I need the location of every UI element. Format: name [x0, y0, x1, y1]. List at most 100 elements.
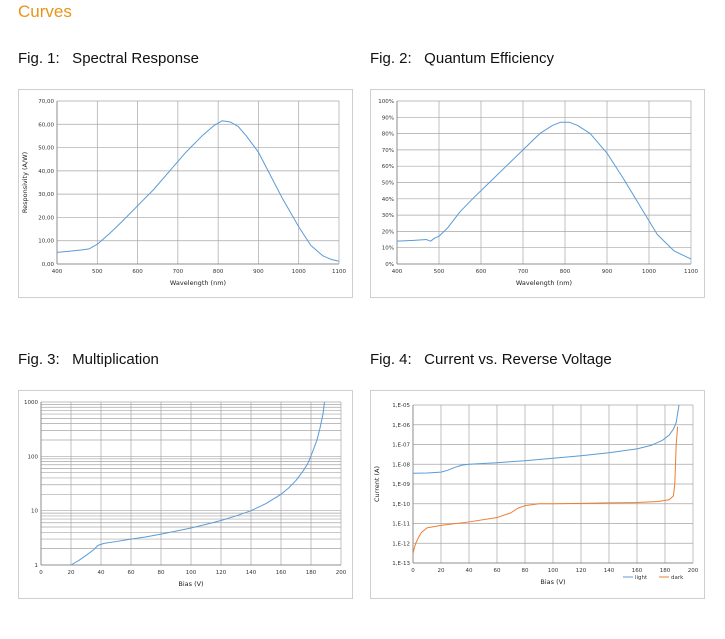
current-vs-voltage-chart: 0 20 40 60 80 100 120 140 160 180 200 1,E-13 1,E-12 1…: [373, 403, 699, 586]
fig4-legend-label: dark: [671, 575, 684, 581]
fig1-y-tick-label: 30,00: [38, 192, 54, 198]
fig3-y-tick-label: 1: [35, 563, 39, 569]
fig4-y-tick-label: 1,E-13: [392, 561, 410, 567]
fig1-x-tick-label: 1000: [292, 269, 306, 275]
fig4-x-tick-label: 80: [522, 568, 529, 574]
fig4-x-axis-label: Bias (V): [540, 578, 565, 586]
fig4-x-tick-label: 160: [632, 568, 643, 574]
fig4-x-tick-label: 40: [466, 568, 473, 574]
fig2-series-line: [396, 121, 692, 260]
fig1-y-tick-label: 10,00: [38, 239, 54, 245]
fig4-x-tick-label: 60: [494, 568, 501, 574]
fig2-x-tick-label: 500: [434, 269, 445, 275]
fig2-y-tick-label: 60%: [382, 164, 394, 170]
fig2-y-tick-label: 20%: [382, 229, 394, 235]
fig3-x-tick-label: 40: [98, 570, 105, 576]
fig3-x-tick-label: 120: [216, 570, 227, 576]
fig1-x-tick-label: 800: [213, 269, 224, 275]
fig3-y-tick-label: 1000: [24, 400, 38, 406]
fig1-panel: 400 500 600 700 800 900 1000 1100 0,00 10,00 20,00…: [18, 89, 353, 298]
fig4-y-tick-label: 1,E-06: [392, 423, 410, 429]
fig1-y-tick-label: 60,00: [38, 122, 54, 128]
fig3-grid: [40, 401, 342, 566]
fig3-x-tick-label: 180: [306, 570, 317, 576]
fig3-x-tick-label: 100: [186, 570, 197, 576]
fig1-x-tick-label: 1100: [332, 269, 346, 275]
fig1-series-line: [56, 120, 340, 262]
fig4-y-tick-label: 1,E-12: [392, 541, 410, 547]
fig4-y-tick-label: 1,E-11: [392, 522, 410, 528]
fig4-panel: 0 20 40 60 80 100 120 140 160 180 200 1,E-13 1,E-12 1…: [370, 390, 705, 599]
fig2-y-tick-label: 80%: [382, 132, 394, 138]
fig2-grid: [396, 100, 692, 265]
fig4-legend: light dark: [623, 575, 684, 581]
fig4-x-tick-label: 100: [548, 568, 559, 574]
fig4-x-tick-label: 120: [576, 568, 587, 574]
fig1-title: Fig. 1: Spectral Response: [18, 50, 199, 67]
fig4-y-tick-label: 1,E-09: [392, 482, 410, 488]
fig2-x-tick-label: 400: [392, 269, 403, 275]
fig3-x-tick-label: 80: [158, 570, 165, 576]
fig3-panel: 0 20 40 60 80 100 120 140 160 180 200 1 10 100 1000 Bia…: [18, 390, 353, 599]
fig3-x-tick-label: 20: [68, 570, 75, 576]
fig3-x-tick-label: 160: [276, 570, 287, 576]
fig4-y-tick-label: 1,E-07: [392, 443, 410, 449]
fig3-x-tick-label: 0: [39, 570, 43, 576]
fig4-y-tick-label: 1,E-05: [392, 403, 410, 409]
fig4-y-tick-label: 1,E-10: [392, 502, 410, 508]
fig2-y-tick-label: 90%: [382, 115, 394, 121]
fig2-y-tick-label: 10%: [382, 246, 394, 252]
fig3-y-tick-label: 100: [28, 454, 39, 460]
fig1-x-tick-label: 500: [92, 269, 103, 275]
fig1-y-tick-label: 0,00: [42, 262, 55, 268]
multiplication-chart: 0 20 40 60 80 100 120 140 160 180 200 1 10 100 1000 Bia…: [24, 400, 347, 588]
fig1-y-tick-label: 20,00: [38, 215, 54, 221]
section-title: Curves: [18, 2, 72, 21]
fig4-title: Fig. 4: Current vs. Reverse Voltage: [370, 351, 612, 368]
fig4-legend-label: light: [635, 575, 648, 581]
fig2-x-tick-label: 700: [518, 269, 529, 275]
fig3-x-tick-label: 60: [128, 570, 135, 576]
fig3-series-line: [70, 401, 325, 566]
fig4-x-tick-label: 140: [604, 568, 615, 574]
fig4-series-line-dark: [412, 426, 679, 554]
quantum-efficiency-chart: 400 500 600 700 800 900 1000 1100 0% 10% 20% 30% 40%…: [378, 99, 698, 287]
fig1-x-tick-label: 700: [173, 269, 184, 275]
fig2-y-tick-label: 0%: [385, 262, 394, 268]
fig2-x-tick-label: 1000: [642, 269, 656, 275]
fig1-grid: [56, 100, 340, 265]
fig2-title: Fig. 2: Quantum Efficiency: [370, 50, 554, 67]
fig1-x-axis-label: Wavelength (nm): [170, 279, 226, 287]
fig2-x-tick-label: 600: [476, 269, 487, 275]
fig4-y-axis-label: Current (A): [373, 466, 381, 502]
fig3-x-tick-label: 140: [246, 570, 257, 576]
fig2-x-tick-label: 900: [602, 269, 613, 275]
fig1-y-axis-label: Responsivity (A/W): [21, 152, 29, 213]
fig1-y-tick-label: 50,00: [38, 146, 54, 152]
fig4-x-tick-label: 0: [411, 568, 415, 574]
fig2-x-tick-label: 800: [560, 269, 571, 275]
fig4-x-tick-label: 180: [660, 568, 671, 574]
fig4-x-tick-label: 20: [438, 568, 445, 574]
fig2-y-tick-label: 40%: [382, 197, 394, 203]
fig2-x-axis-label: Wavelength (nm): [516, 279, 572, 287]
fig3-x-axis-label: Bias (V): [178, 580, 203, 588]
fig2-panel: 400 500 600 700 800 900 1000 1100 0% 10% 20% 30% 40%…: [370, 89, 705, 298]
fig4-y-tick-label: 1,E-08: [392, 462, 410, 468]
fig4-grid: [412, 404, 694, 564]
fig2-y-tick-label: 30%: [382, 213, 394, 219]
fig3-x-tick-label: 200: [336, 570, 347, 576]
fig3-title: Fig. 3: Multiplication: [18, 351, 159, 368]
fig3-y-tick-label: 10: [31, 509, 38, 515]
fig2-y-tick-label: 50%: [382, 181, 394, 187]
spectral-response-chart: 400 500 600 700 800 900 1000 1100 0,00 10,00 20,00…: [21, 99, 346, 287]
fig1-y-tick-label: 70,00: [38, 99, 54, 105]
fig2-y-tick-label: 70%: [382, 148, 394, 154]
fig2-y-tick-label: 100%: [378, 99, 394, 105]
fig4-series-line-light: [412, 404, 680, 474]
fig4-x-tick-label: 200: [688, 568, 699, 574]
fig1-x-tick-label: 400: [52, 269, 63, 275]
fig1-x-tick-label: 900: [253, 269, 264, 275]
fig2-x-tick-label: 1100: [684, 269, 698, 275]
fig1-x-tick-label: 600: [132, 269, 143, 275]
